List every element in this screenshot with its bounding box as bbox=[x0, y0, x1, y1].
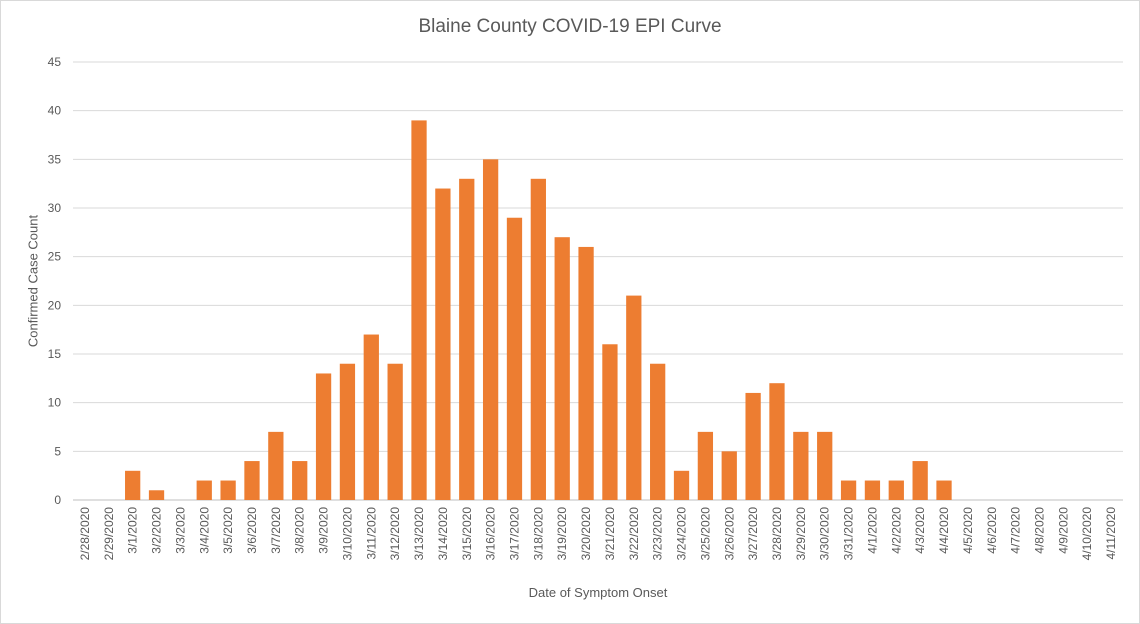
bar bbox=[864, 480, 881, 500]
y-tick-label: 0 bbox=[54, 493, 61, 507]
x-tick-label: 3/17/2020 bbox=[507, 507, 521, 561]
x-axis-label: Date of Symptom Onset bbox=[528, 585, 668, 600]
x-tick-label: 3/10/2020 bbox=[340, 507, 354, 561]
bar bbox=[125, 470, 141, 500]
bar bbox=[626, 295, 642, 500]
x-tick-label: 3/1/2020 bbox=[126, 507, 140, 554]
x-tick-label: 3/3/2020 bbox=[173, 507, 187, 554]
bar bbox=[435, 188, 451, 501]
bar bbox=[554, 237, 570, 500]
x-tick-label: 3/6/2020 bbox=[245, 507, 259, 554]
bar bbox=[363, 334, 379, 500]
x-tick-label: 3/30/2020 bbox=[818, 507, 832, 561]
y-tick-label: 45 bbox=[48, 55, 62, 69]
bar bbox=[578, 246, 594, 500]
x-tick-label: 3/24/2020 bbox=[675, 507, 689, 561]
x-tick-label: 3/7/2020 bbox=[269, 507, 283, 554]
bar bbox=[148, 490, 165, 500]
bar bbox=[196, 480, 212, 500]
bar bbox=[673, 470, 690, 500]
bar bbox=[459, 178, 475, 501]
x-tick-label: 3/2/2020 bbox=[150, 507, 164, 554]
x-tick-label: 2/28/2020 bbox=[78, 507, 92, 561]
y-tick-label: 5 bbox=[54, 444, 61, 458]
bar bbox=[888, 480, 904, 500]
bar bbox=[912, 461, 928, 500]
x-tick-label: 4/8/2020 bbox=[1032, 507, 1046, 554]
x-tick-label: 4/10/2020 bbox=[1080, 507, 1094, 561]
bar bbox=[602, 344, 618, 500]
bar bbox=[650, 363, 666, 500]
y-tick-label: 35 bbox=[48, 152, 62, 166]
x-tick-label: 3/31/2020 bbox=[842, 507, 856, 561]
bar bbox=[315, 373, 332, 500]
gridlines bbox=[73, 61, 1123, 501]
bar bbox=[220, 480, 236, 500]
bar bbox=[530, 178, 546, 501]
x-tick-label: 3/8/2020 bbox=[293, 507, 307, 554]
x-tick-label: 3/25/2020 bbox=[698, 507, 712, 561]
bar bbox=[817, 431, 833, 500]
x-tick-label: 3/14/2020 bbox=[436, 507, 450, 561]
x-tick-label: 4/7/2020 bbox=[1009, 507, 1023, 554]
x-tick-label: 4/9/2020 bbox=[1056, 507, 1070, 554]
x-tick-label: 3/4/2020 bbox=[197, 507, 211, 554]
x-tick-label: 3/16/2020 bbox=[484, 507, 498, 561]
x-tick-label: 4/3/2020 bbox=[913, 507, 927, 554]
bar bbox=[840, 480, 857, 500]
x-tick-label: 3/27/2020 bbox=[746, 507, 760, 561]
bar bbox=[387, 363, 403, 500]
bar bbox=[769, 383, 785, 500]
bar bbox=[339, 363, 356, 500]
bar bbox=[697, 431, 714, 500]
x-tick-label: 3/11/2020 bbox=[364, 507, 378, 560]
x-tick-label: 3/15/2020 bbox=[460, 507, 474, 561]
x-tick-label: 4/6/2020 bbox=[985, 507, 999, 554]
x-tick-label: 3/26/2020 bbox=[722, 507, 736, 561]
x-tick-label: 4/11/2020 bbox=[1104, 507, 1118, 560]
bar bbox=[292, 461, 308, 500]
x-tick-label: 4/1/2020 bbox=[865, 507, 879, 554]
y-tick-label: 15 bbox=[48, 347, 62, 361]
x-tick-label: 3/12/2020 bbox=[388, 507, 402, 561]
bar bbox=[793, 431, 809, 500]
bar bbox=[721, 451, 737, 500]
x-tick-label: 3/20/2020 bbox=[579, 507, 593, 561]
bar bbox=[506, 217, 523, 500]
x-tick-label: 3/22/2020 bbox=[627, 507, 641, 561]
y-tick-label: 10 bbox=[48, 396, 62, 410]
x-tick-label: 3/9/2020 bbox=[317, 507, 331, 554]
x-tick-label: 2/29/2020 bbox=[102, 507, 116, 561]
x-tick-label: 4/4/2020 bbox=[937, 507, 951, 554]
x-tick-label: 3/13/2020 bbox=[412, 507, 426, 561]
y-tick-label: 40 bbox=[48, 104, 62, 118]
y-tick-label: 20 bbox=[48, 298, 62, 312]
y-tick-labels: 0 5 10 15 20 25 30 35 40 45 bbox=[48, 55, 62, 507]
chart-title: Blaine County COVID-19 EPI Curve bbox=[418, 16, 722, 37]
bar bbox=[745, 392, 761, 500]
bar bbox=[244, 461, 260, 500]
bar bbox=[482, 159, 499, 501]
x-tick-label: 4/2/2020 bbox=[889, 507, 903, 554]
bar bbox=[936, 480, 952, 500]
y-tick-label: 25 bbox=[48, 250, 62, 264]
bar bbox=[411, 120, 427, 501]
bars bbox=[125, 120, 952, 501]
x-tick-label: 3/23/2020 bbox=[651, 507, 665, 561]
x-tick-label: 3/28/2020 bbox=[770, 507, 784, 561]
x-tick-label: 3/19/2020 bbox=[555, 507, 569, 561]
y-tick-label: 30 bbox=[48, 201, 62, 215]
x-tick-label: 4/5/2020 bbox=[961, 507, 975, 554]
x-tick-label: 3/21/2020 bbox=[603, 507, 617, 561]
x-tick-label: 3/29/2020 bbox=[794, 507, 808, 561]
x-tick-label: 3/5/2020 bbox=[221, 507, 235, 554]
bar bbox=[268, 431, 284, 500]
x-tick-label: 3/18/2020 bbox=[531, 507, 545, 561]
x-tick-labels: 2/28/2020 2/29/2020 3/1/2020 3/2/2020 3/3/20… bbox=[78, 507, 1118, 561]
